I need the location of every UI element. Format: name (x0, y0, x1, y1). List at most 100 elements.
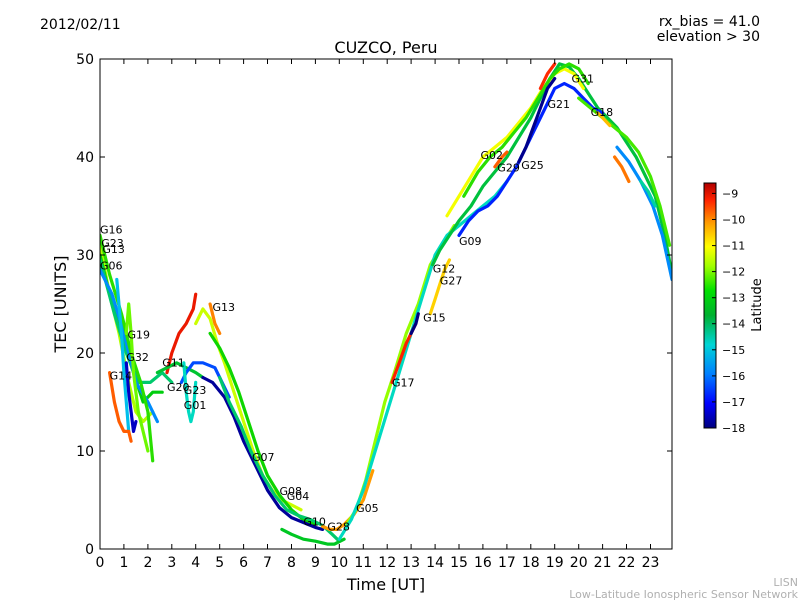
colorbar-tick-label: −11 (722, 240, 745, 253)
satellite-label-g23: G23 (184, 384, 207, 397)
x-tick-label: 21 (594, 555, 612, 571)
tec-series-31 (538, 62, 557, 90)
satellite-label-g13: G13 (213, 301, 236, 314)
satellite-label-g17: G17 (392, 376, 415, 389)
y-tick-label: 10 (76, 444, 94, 460)
satellite-label-g25: G25 (521, 159, 544, 172)
tec-series-8 (124, 361, 138, 433)
satellite-label-g01: G01 (184, 399, 207, 412)
tec-series-13 (194, 307, 303, 512)
satellite-label-g08: G08 (280, 485, 303, 498)
tec-series-28 (462, 62, 590, 198)
plot-frame (99, 58, 673, 550)
satellite-label-g27: G27 (440, 274, 463, 287)
x-tick-label: 6 (239, 555, 248, 571)
y-tick-label: 30 (76, 248, 94, 264)
date-label: 2012/02/11 (40, 17, 121, 33)
satellite-label-g15: G15 (423, 312, 446, 325)
colorbar-ticks: −9 −10 −11 −12 −13 −14 −15 −16 −17 −18 (712, 187, 745, 435)
tec-series-3 (100, 268, 159, 424)
tec-series-32 (577, 96, 672, 247)
tec-series-27 (445, 67, 585, 218)
x-tick-label: 4 (191, 555, 200, 571)
x-tick-label: 9 (311, 555, 320, 571)
satellite-label-g14: G14 (110, 370, 133, 383)
x-tick-label: 19 (546, 555, 564, 571)
x-tick-label: 13 (402, 555, 420, 571)
x-axis: 0 1 2 3 4 5 6 7 8 9 10 11 12 13 14 15 16 17 18 19 20 21 22 23 (96, 59, 660, 571)
satellite-label-g21: G21 (548, 98, 571, 111)
colorbar-tick-label: −18 (722, 422, 745, 435)
y-tick-label: 20 (76, 346, 94, 362)
data-series (100, 62, 672, 546)
x-tick-label: 14 (426, 555, 444, 571)
tec-series-21 (337, 179, 509, 541)
satellite-label-g10: G10 (303, 516, 326, 529)
tec-series-36 (639, 179, 657, 208)
tec-series-9 (165, 292, 198, 375)
x-tick-label: 16 (474, 555, 492, 571)
y-axis-label: TEC [UNITS] (51, 256, 70, 354)
elevation-label: elevation > 30 (656, 29, 760, 45)
colorbar: −9 −10 −11 −12 −13 −14 −15 −16 −17 −18 Latitude (703, 182, 765, 435)
y-tick-label: 50 (76, 52, 94, 68)
tec-series-33 (596, 111, 612, 128)
x-tick-label: 0 (96, 555, 105, 571)
x-tick-label: 22 (618, 555, 636, 571)
colorbar-tick-label: −16 (722, 370, 745, 383)
satellite-label-g18: G18 (591, 106, 614, 119)
x-tick-label: 18 (522, 555, 540, 571)
colorbar-label: Latitude (750, 278, 765, 332)
tec-series-10 (155, 361, 205, 380)
tec-series-7 (124, 302, 150, 453)
satellite-label-g02: G02 (481, 149, 504, 162)
satellite-label-g11: G11 (162, 357, 185, 370)
y-tick-label: 40 (76, 150, 94, 166)
x-tick-label: 3 (167, 555, 176, 571)
tec-series-34 (615, 145, 672, 282)
rx-bias-label: rx_bias = 41.0 (658, 14, 760, 30)
satellite-label-g23: G23 (101, 237, 124, 250)
x-tick-label: 11 (354, 555, 372, 571)
satellite-label-g16: G16 (100, 223, 123, 236)
x-tick-label: 12 (378, 555, 396, 571)
tec-series-35 (613, 155, 631, 184)
tec-series-14 (208, 302, 222, 335)
satellite-label-g19: G19 (128, 328, 151, 341)
colorbar-tick-label: −10 (722, 214, 745, 227)
satellite-label-g06: G06 (100, 260, 123, 273)
x-tick-label: 1 (119, 555, 128, 571)
satellite-label-g29: G29 (497, 162, 520, 175)
tec-series-18 (280, 527, 346, 546)
x-tick-label: 5 (215, 555, 224, 571)
satellite-label-g12: G12 (433, 263, 456, 276)
satellite-label-g32: G32 (126, 351, 149, 364)
colorbar-tick-label: −15 (722, 344, 745, 357)
satellite-label-g07: G07 (252, 451, 275, 464)
tec-series-12 (182, 361, 198, 424)
footer-network: Low-Latitude Ionospheric Sensor Network (569, 588, 798, 601)
footer-lisn: LISN (773, 576, 798, 589)
y-axis: 0 10 20 30 40 50 (76, 52, 672, 558)
tec-series-29 (517, 77, 557, 164)
chart-title: CUZCO, Peru (334, 38, 438, 57)
satellite-label-g04: G04 (287, 490, 310, 503)
x-tick-label: 23 (642, 555, 660, 571)
satellite-label-g09: G09 (459, 235, 482, 248)
receiver-info: rx_bias = 41.0 elevation > 30 (657, 15, 760, 45)
tec-series-2 (100, 258, 174, 384)
tec-series-16 (201, 375, 325, 531)
x-tick-label: 10 (330, 555, 348, 571)
colorbar-gradient (703, 182, 717, 429)
tec-series-25 (431, 62, 672, 277)
tec-series-19 (321, 469, 375, 531)
colorbar-tick-label: −17 (722, 396, 745, 409)
colorbar-tick-label: −13 (722, 292, 745, 305)
satellite-label-g20: G20 (167, 381, 190, 394)
satellite-label-g13: G13 (102, 243, 125, 256)
satellite-label-g28: G28 (327, 520, 350, 533)
y-tick-label: 0 (85, 542, 94, 558)
tec-series-5 (115, 277, 131, 433)
x-tick-label: 15 (450, 555, 468, 571)
